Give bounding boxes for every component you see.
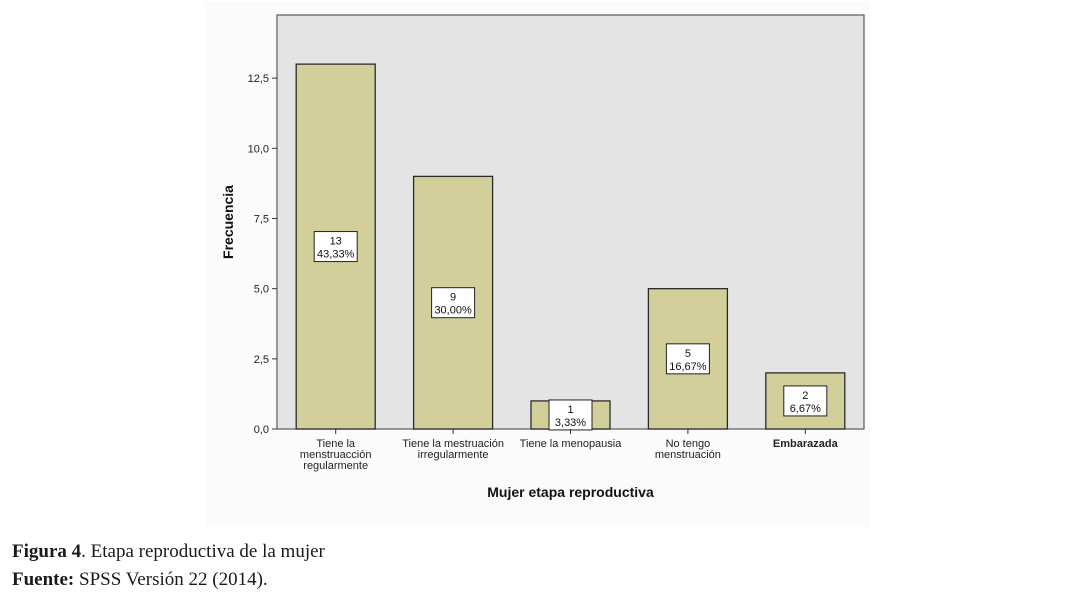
data-label-percent: 6,67%	[790, 403, 821, 415]
data-label-count: 9	[450, 292, 456, 304]
y-tick-label: 0,0	[254, 424, 269, 436]
x-tick-label: Embarazada	[773, 438, 839, 450]
x-tick-label: menstruacción	[300, 449, 372, 461]
data-label-box	[431, 287, 476, 319]
y-tick-label: 5,0	[254, 284, 269, 296]
y-tick-label: 2,5	[254, 354, 269, 366]
y-tick-label: 7,5	[254, 213, 269, 225]
x-tick-label: Tiene la mestruación	[402, 438, 504, 450]
figure-caption: Figura 4. Etapa reproductiva de la mujer	[12, 541, 325, 563]
data-label-box	[665, 343, 710, 375]
data-label-percent: 43,33%	[317, 249, 355, 261]
data-label-box	[783, 385, 828, 417]
data-label-percent: 30,00%	[434, 305, 472, 317]
y-tick-label: 10,0	[248, 143, 269, 155]
data-label-count: 13	[330, 236, 342, 248]
figure-title: . Etapa reproductiva de la mujer	[81, 541, 325, 562]
source-caption: Fuente: SPSS Versión 22 (2014).	[12, 569, 268, 591]
source-text: SPSS Versión 22 (2014).	[74, 569, 268, 590]
figure-label: Figura 4	[12, 541, 82, 562]
x-tick-label: irregularmente	[418, 449, 489, 461]
data-label-box	[313, 231, 358, 263]
x-tick-label: Tiene la	[316, 438, 356, 450]
source-label: Fuente:	[12, 569, 75, 590]
data-label-count: 2	[802, 390, 808, 402]
y-tick-label: 12,5	[248, 73, 269, 85]
bar	[647, 288, 729, 430]
x-axis-title: Mujer etapa reproductiva	[487, 484, 654, 500]
data-label-count: 1	[567, 404, 573, 416]
data-label-box	[548, 399, 593, 431]
data-label-percent: 3,33%	[555, 417, 586, 429]
x-tick-label: No tengo	[666, 438, 711, 450]
y-axis-title: Frecuencia	[220, 185, 236, 259]
data-label-count: 5	[685, 348, 691, 360]
x-tick-label: menstruación	[655, 449, 721, 461]
x-tick-label: regularmente	[303, 460, 368, 472]
x-tick-label: Tiene la menopausia	[520, 438, 623, 450]
data-label-percent: 16,67%	[669, 361, 707, 373]
